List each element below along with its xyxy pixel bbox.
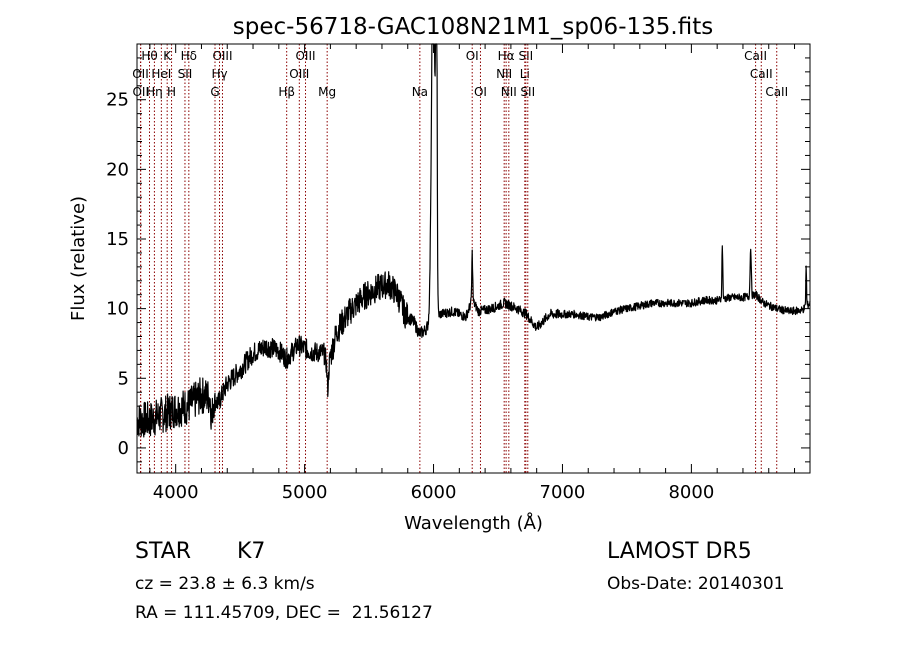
line-label-8: CaII <box>744 49 767 63</box>
y-tick-label: 25 <box>106 90 129 111</box>
x-tick-label: 4000 <box>153 482 199 503</box>
line-label-19: H <box>167 85 176 99</box>
line-label-23: Na <box>412 85 428 99</box>
chart-title: spec-56718-GAC108N21M1_sp06-135.fits <box>233 14 713 40</box>
plot-axes: 4000 5000 6000 7000 8000 0 5 10 15 20 25 <box>106 43 811 503</box>
survey-name: LAMOST DR5 <box>607 539 752 564</box>
line-label-3: OIII <box>212 49 232 63</box>
line-label-6: Hα <box>498 49 515 63</box>
line-label-12: Hγ <box>211 67 227 81</box>
object-class: STAR <box>135 539 192 564</box>
line-label-14: NII <box>496 67 512 81</box>
line-label-18: Hη <box>146 85 163 99</box>
observation-date: Obs-Date: 20140301 <box>607 574 785 594</box>
x-axis-label: Wavelength (Å) <box>404 512 543 534</box>
line-label-2: Hδ <box>181 49 197 63</box>
y-tick-label: 5 <box>118 368 129 389</box>
line-label-27: CaII <box>765 85 788 99</box>
line-label-21: Hβ <box>278 85 295 99</box>
line-label-4: OIII <box>295 49 315 63</box>
x-tick-label: 8000 <box>668 482 714 503</box>
line-label-15: Li <box>520 67 530 81</box>
line-label-5: OI <box>466 49 479 63</box>
plot-frame <box>136 43 811 474</box>
line-label-9: OII <box>132 67 149 81</box>
x-tick-label: 7000 <box>540 482 586 503</box>
line-label-1: K <box>163 49 172 63</box>
line-label-16: CaII <box>750 67 773 81</box>
line-label-10: HeI <box>151 67 171 81</box>
y-tick-label: 0 <box>118 438 129 459</box>
line-label-0: Hθ <box>141 49 157 63</box>
line-label-13: OIII <box>289 67 309 81</box>
line-label-7: SII <box>518 49 533 63</box>
y-tick-label: 10 <box>106 299 129 320</box>
spectrum-line <box>136 43 811 438</box>
line-label-11: SII <box>178 67 193 81</box>
x-tick-label: 6000 <box>411 482 457 503</box>
redshift-velocity: cz = 23.8 ± 6.3 km/s <box>135 574 315 594</box>
x-tick-label: 5000 <box>282 482 328 503</box>
line-label-25: NII <box>501 85 517 99</box>
sky-coordinates: RA = 111.45709, DEC = 21.56127 <box>135 603 433 623</box>
y-axis-label: Flux (relative) <box>68 196 89 321</box>
line-label-24: OI <box>474 85 487 99</box>
spectrum-series <box>136 43 811 438</box>
line-label-26: SII <box>520 85 535 99</box>
line-label-22: Mg <box>318 85 336 99</box>
line-label-20: G <box>210 85 219 99</box>
object-subclass: K7 <box>237 539 266 564</box>
y-tick-label: 15 <box>106 229 129 250</box>
y-tick-label: 20 <box>106 159 129 180</box>
